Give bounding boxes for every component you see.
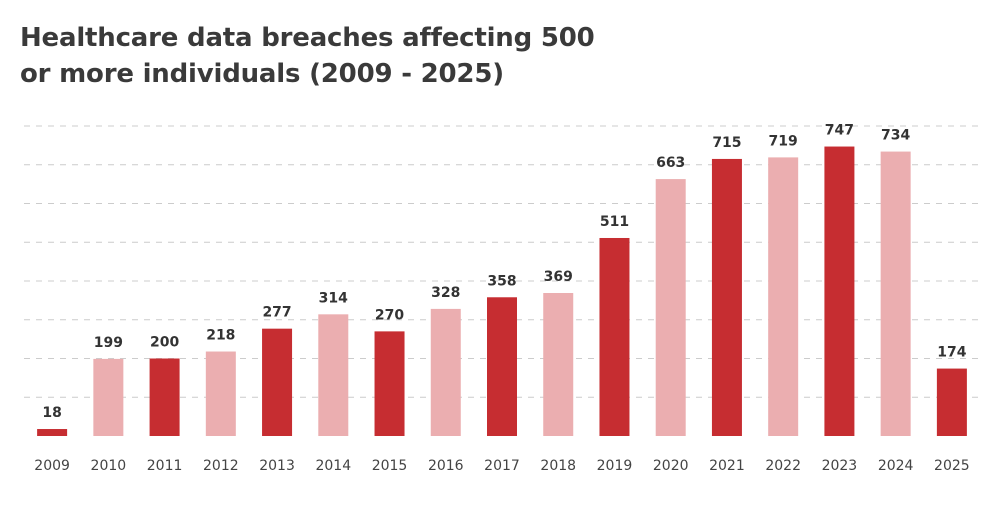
value-label-2009: 18 — [42, 405, 61, 421]
bar-2023 — [824, 146, 855, 436]
chart-title-line-2: or more individuals (2009 - 2025) — [20, 59, 504, 89]
bar-2019 — [599, 237, 630, 436]
x-tick-label-2022: 2022 — [765, 458, 801, 474]
x-tick-label-2023: 2023 — [822, 458, 858, 474]
x-tick-label-2014: 2014 — [315, 458, 351, 474]
value-label-2016: 328 — [431, 285, 460, 301]
bar-2015 — [374, 331, 405, 436]
x-tick-label-2025: 2025 — [934, 458, 970, 474]
value-label-2019: 511 — [600, 214, 629, 230]
bar-2022 — [768, 157, 799, 436]
x-tick-label-2018: 2018 — [540, 458, 576, 474]
bar-2012 — [205, 351, 236, 436]
x-tick-label-2010: 2010 — [91, 458, 127, 474]
bar-2021 — [711, 158, 742, 436]
value-label-2021: 715 — [712, 135, 741, 151]
bar-2018 — [543, 293, 574, 436]
x-tick-label-2024: 2024 — [878, 458, 914, 474]
chart-title: Healthcare data breaches affecting 500 o… — [20, 20, 640, 92]
x-tick-label-2011: 2011 — [147, 458, 183, 474]
value-label-2023: 747 — [825, 123, 854, 139]
x-tick-label-2016: 2016 — [428, 458, 464, 474]
x-tick-label-2021: 2021 — [709, 458, 745, 474]
x-tick-label-2015: 2015 — [372, 458, 408, 474]
bar-2017 — [487, 297, 517, 436]
x-tick-label-2013: 2013 — [259, 458, 295, 474]
bar-2010 — [93, 358, 124, 436]
bar-2014 — [318, 314, 349, 436]
bar-2024 — [880, 151, 911, 436]
bar-2011 — [149, 358, 180, 436]
bar-2025 — [936, 368, 967, 436]
bar-2020 — [655, 179, 686, 436]
value-label-2024: 734 — [881, 128, 910, 144]
x-tick-label-2019: 2019 — [597, 458, 633, 474]
value-label-2018: 369 — [544, 269, 573, 285]
value-label-2010: 199 — [94, 335, 123, 351]
value-label-2015: 270 — [375, 307, 404, 323]
value-label-2011: 200 — [150, 335, 179, 351]
x-tick-label-2017: 2017 — [484, 458, 520, 474]
value-label-2020: 663 — [656, 155, 685, 171]
bar-2013 — [262, 328, 293, 436]
value-label-2017: 358 — [487, 273, 516, 289]
x-tick-label-2020: 2020 — [653, 458, 689, 474]
bar-2016 — [430, 308, 461, 436]
value-label-2013: 277 — [262, 305, 291, 321]
value-label-2025: 174 — [937, 345, 966, 361]
x-tick-label-2012: 2012 — [203, 458, 239, 474]
x-tick-label-2009: 2009 — [34, 458, 70, 474]
value-label-2022: 719 — [769, 133, 798, 149]
bar-2009 — [37, 429, 68, 436]
chart-title-line-1: Healthcare data breaches affecting 500 — [20, 23, 595, 53]
value-label-2014: 314 — [319, 290, 348, 306]
value-label-2012: 218 — [206, 328, 235, 344]
